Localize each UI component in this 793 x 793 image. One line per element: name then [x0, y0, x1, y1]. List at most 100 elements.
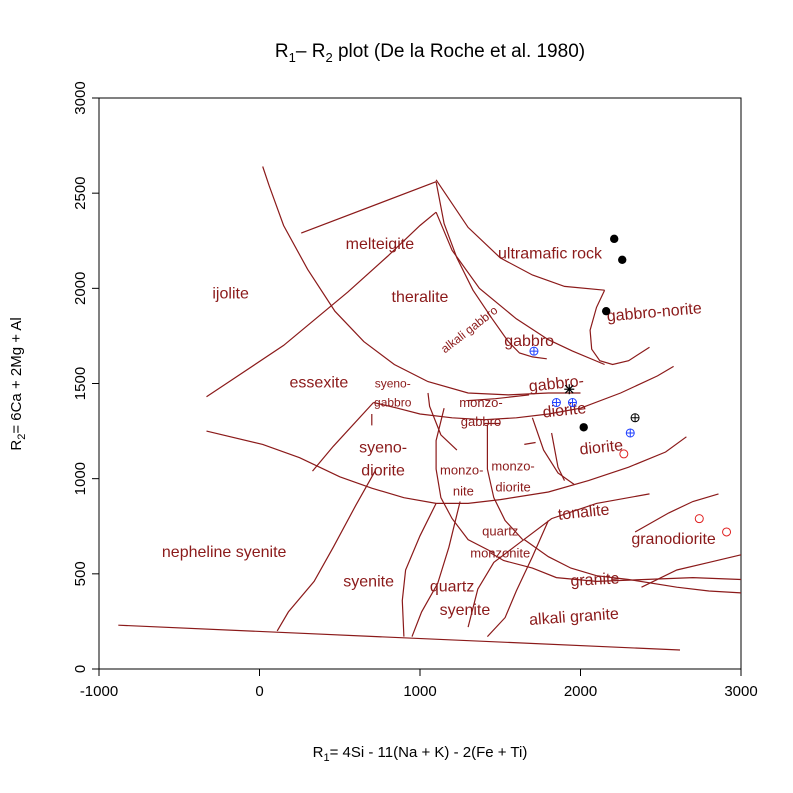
x-axis-title: R1= 4Si - 11(Na + K) - 2(Fe + Ti) [313, 744, 528, 764]
y-tick-label: 2000 [72, 272, 89, 305]
data-point [625, 428, 635, 438]
x-axis-title-sub: 1 [324, 752, 330, 764]
y-tick-label: 1500 [72, 367, 89, 400]
data-point [618, 255, 627, 264]
field-boundary [118, 624, 681, 651]
field-boundary [551, 432, 566, 481]
data-point [601, 306, 611, 316]
data-point [567, 398, 577, 408]
field-boundary [300, 181, 437, 234]
field-label: alkali granite [529, 606, 620, 629]
field-boundary [435, 211, 605, 366]
data-point [529, 346, 539, 356]
field-label: syenite [440, 602, 491, 619]
field-boundary [641, 554, 742, 588]
field-boundary [411, 501, 461, 637]
chart-title-r: R [275, 41, 289, 62]
x-tick-label: -1000 [80, 683, 118, 700]
field-label: gabbro- [528, 373, 585, 396]
y-axis-title-r: R [8, 440, 25, 451]
y-axis: 0 500 1000 1500 2000 2500 3000 [72, 81, 99, 673]
data-point [610, 234, 619, 244]
field-boundary [435, 181, 547, 360]
y-tick-label: 500 [72, 561, 89, 586]
chart-title: R1– R2 plot (De la Roche et al. 1980) [275, 41, 585, 65]
field-boundary [486, 425, 524, 541]
chart-title-rest: plot (De la Roche et al. 1980) [333, 41, 585, 62]
field-boundary [435, 408, 495, 554]
field-label: nepheline syenite [162, 544, 287, 561]
field-boundary [589, 289, 650, 366]
field-label: monzo- [440, 462, 483, 477]
field-boundary [468, 394, 530, 402]
data-point [564, 384, 575, 395]
field-label: syeno- [359, 439, 407, 456]
y-tick-label: 1000 [72, 462, 89, 495]
y-axis-title-sub: 2 [16, 434, 28, 440]
data-point [694, 514, 704, 524]
field-boundary [206, 211, 437, 398]
x-axis-title-rest: = 4Si - 11(Na + K) - 2(Fe + Ti) [330, 744, 528, 761]
chart-title-sub-1: 1 [289, 50, 296, 65]
data-point [579, 423, 588, 432]
field-label: monzo- [459, 395, 502, 410]
field-label: diorite [361, 462, 405, 479]
x-tick-label: 1000 [403, 683, 436, 700]
field-boundary [276, 470, 376, 632]
data-point [551, 398, 561, 408]
field-label: diorite [495, 480, 530, 495]
field-label: gabbro [461, 414, 501, 429]
field-boundary [401, 503, 437, 637]
field-label: monzo- [491, 459, 534, 474]
field-label: theralite [392, 289, 449, 306]
field-boundary [262, 166, 581, 396]
field-label: ultramafic rock [498, 245, 603, 262]
field-boundary [634, 493, 719, 533]
field-label: gabbro-norite [606, 300, 702, 325]
field-boundary [531, 417, 575, 485]
field-boundary [427, 392, 458, 451]
chart-title-r2: – R [296, 41, 326, 62]
field-label: diorite [579, 437, 624, 458]
field-boundary [206, 430, 687, 504]
y-axis-title-rest: = 6Ca + 2Mg + Al [8, 317, 25, 433]
field-label: tonalite [557, 501, 610, 523]
field-label: melteigite [346, 236, 415, 253]
y-tick-label: 0 [72, 665, 89, 673]
field-boundary [373, 365, 674, 421]
field-label: alkali gabbro [438, 303, 500, 356]
field-label: syenite [343, 574, 394, 591]
field-boundary [312, 402, 374, 472]
data-point [619, 449, 629, 459]
field-label: monzonite [470, 545, 530, 560]
field-boundary [435, 179, 605, 291]
y-tick-label: 3000 [72, 81, 89, 114]
field-label: nite [453, 483, 474, 498]
x-tick-label: 0 [255, 683, 263, 700]
field-label: gabbro [374, 396, 412, 410]
x-tick-label: 2000 [564, 683, 597, 700]
data-point [630, 413, 640, 423]
field-boundary [486, 520, 549, 638]
field-boundary [467, 493, 650, 628]
x-tick-label: 3000 [724, 683, 757, 700]
plot-frame [98, 97, 742, 670]
y-tick-label: 2500 [72, 176, 89, 209]
field-label: granite [570, 570, 620, 590]
chart-title-sub-2: 2 [325, 50, 332, 65]
field-label: ijolite [212, 285, 249, 302]
field-label: gabbro [504, 333, 554, 350]
field-label: quartz [430, 578, 474, 595]
field-boundaries [118, 166, 742, 651]
field-labels: melteigite ultramafic rock ijolite theralit… [162, 236, 716, 629]
field-label: quartz [482, 523, 518, 538]
sample-points [529, 234, 732, 537]
data-point [722, 527, 732, 537]
x-axis: -1000 0 1000 2000 3000 [80, 669, 758, 700]
x-axis-title-r: R [313, 744, 324, 761]
field-boundary [523, 539, 742, 594]
field-label: essexite [290, 375, 349, 392]
field-label: granodiorite [631, 531, 716, 548]
field-boundary [490, 552, 742, 583]
